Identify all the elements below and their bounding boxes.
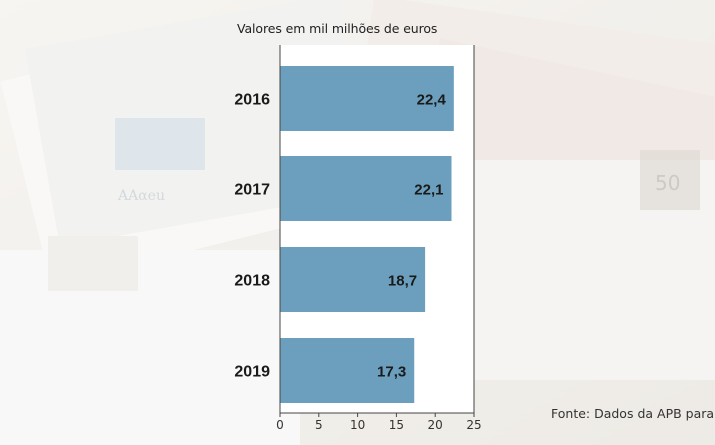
bar-2017: [280, 156, 452, 221]
x-tick-label-10: 10: [350, 418, 365, 432]
data-label-2019: 17,3: [377, 364, 406, 381]
svg-text:50: 50: [655, 171, 680, 195]
svg-text:AAαeu: AAαeu: [117, 188, 165, 204]
data-label-2016: 22,4: [417, 92, 447, 109]
bar-2016: [280, 66, 454, 131]
x-tick-label-15: 15: [389, 418, 404, 432]
data-label-2017: 22,1: [414, 182, 443, 199]
category-label-2019: 2019: [234, 364, 270, 381]
x-tick-label-5: 5: [315, 418, 323, 432]
x-tick-label-20: 20: [428, 418, 443, 432]
chart-subtitle: Valores em mil milhões de euros: [237, 21, 438, 36]
bar-2018: [280, 247, 426, 312]
data-label-2018: 18,7: [388, 273, 417, 290]
source-note: Fonte: Dados da APB para 20: [551, 406, 715, 421]
category-label-2016: 2016: [234, 92, 270, 109]
x-tick-label-25: 25: [466, 418, 481, 432]
bar-2019: [280, 338, 415, 403]
x-tick-label-0: 0: [276, 418, 284, 432]
category-label-2018: 2018: [234, 273, 270, 290]
category-label-2017: 2017: [234, 182, 270, 199]
